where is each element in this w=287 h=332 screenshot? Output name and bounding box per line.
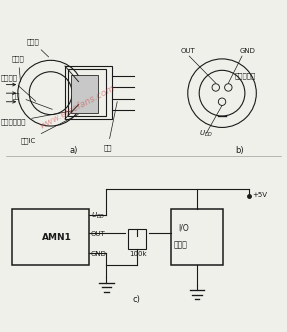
Bar (71, 75, 98, 113)
Text: 100k: 100k (129, 251, 147, 257)
Text: GND: GND (91, 251, 106, 257)
Text: +5V: +5V (252, 193, 267, 199)
Bar (128, 229, 146, 249)
Text: c): c) (132, 295, 140, 304)
Text: GND: GND (239, 48, 255, 54)
Text: a): a) (69, 146, 77, 155)
Text: OUT: OUT (181, 48, 195, 54)
Text: 单片IC: 单片IC (21, 115, 78, 144)
Text: b): b) (235, 146, 244, 155)
Bar (65, 66, 112, 119)
Text: 管脚排列图: 管脚排列图 (235, 72, 256, 79)
Text: 红外敏感元件: 红外敏感元件 (1, 111, 72, 125)
Text: I/O: I/O (178, 223, 189, 232)
Text: 管脚: 管脚 (104, 102, 117, 151)
Text: 红外线: 红外线 (12, 55, 25, 82)
Bar (12, 209, 89, 265)
Text: AMN1: AMN1 (42, 232, 72, 242)
Text: OUT: OUT (91, 231, 105, 237)
Bar (171, 209, 224, 265)
Text: 多枝透镜: 多枝透镜 (1, 74, 36, 101)
Text: 窗口: 窗口 (12, 93, 52, 109)
Text: $U_{DD}$: $U_{DD}$ (199, 129, 214, 139)
Bar (68, 69, 106, 116)
Text: 滤光镜: 滤光镜 (26, 39, 49, 57)
Text: $U_{DD}$: $U_{DD}$ (91, 210, 105, 220)
Text: www.elecfans.com: www.elecfans.com (38, 83, 116, 131)
Text: 单片机: 单片机 (173, 241, 187, 250)
